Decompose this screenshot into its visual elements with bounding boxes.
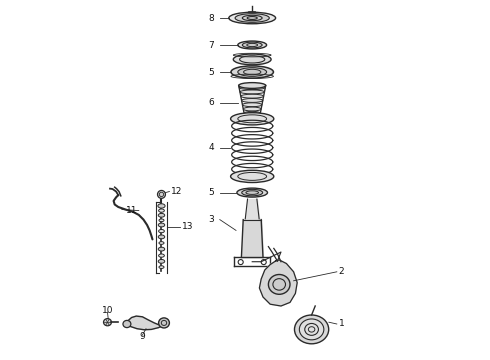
Ellipse shape bbox=[159, 318, 170, 328]
Text: 5: 5 bbox=[209, 188, 215, 197]
Ellipse shape bbox=[241, 94, 264, 98]
Text: 5: 5 bbox=[209, 68, 215, 77]
Ellipse shape bbox=[231, 66, 273, 78]
Text: 7: 7 bbox=[209, 41, 215, 50]
Ellipse shape bbox=[237, 188, 268, 197]
Ellipse shape bbox=[242, 189, 263, 196]
Ellipse shape bbox=[158, 204, 165, 208]
Ellipse shape bbox=[157, 190, 166, 198]
Ellipse shape bbox=[294, 315, 329, 344]
Ellipse shape bbox=[158, 247, 165, 251]
Ellipse shape bbox=[159, 254, 164, 257]
Ellipse shape bbox=[243, 107, 261, 111]
Ellipse shape bbox=[239, 86, 265, 90]
Ellipse shape bbox=[299, 319, 324, 340]
Ellipse shape bbox=[242, 42, 262, 48]
Text: 9: 9 bbox=[140, 332, 145, 341]
Ellipse shape bbox=[103, 319, 111, 326]
Ellipse shape bbox=[269, 275, 290, 294]
Ellipse shape bbox=[240, 90, 265, 94]
Text: 6: 6 bbox=[209, 98, 215, 107]
Ellipse shape bbox=[159, 266, 164, 269]
Polygon shape bbox=[259, 260, 297, 306]
Text: 10: 10 bbox=[102, 306, 113, 315]
Text: 11: 11 bbox=[125, 206, 137, 215]
Text: 3: 3 bbox=[209, 215, 215, 224]
Text: 2: 2 bbox=[339, 267, 344, 276]
Ellipse shape bbox=[243, 103, 262, 107]
Ellipse shape bbox=[233, 54, 271, 65]
Text: 4: 4 bbox=[209, 143, 215, 152]
Ellipse shape bbox=[158, 235, 165, 239]
Ellipse shape bbox=[245, 116, 260, 120]
Ellipse shape bbox=[159, 209, 164, 212]
Ellipse shape bbox=[123, 320, 131, 328]
Ellipse shape bbox=[231, 113, 274, 125]
Ellipse shape bbox=[158, 223, 165, 227]
Text: 1: 1 bbox=[339, 320, 344, 328]
Ellipse shape bbox=[239, 83, 266, 89]
Ellipse shape bbox=[238, 68, 267, 76]
Text: 8: 8 bbox=[209, 14, 215, 23]
Ellipse shape bbox=[158, 260, 165, 263]
Ellipse shape bbox=[242, 99, 263, 102]
Ellipse shape bbox=[159, 219, 164, 222]
Polygon shape bbox=[126, 316, 166, 330]
Ellipse shape bbox=[159, 230, 164, 233]
Ellipse shape bbox=[159, 242, 164, 244]
Ellipse shape bbox=[235, 14, 270, 22]
Ellipse shape bbox=[229, 12, 275, 24]
Text: 12: 12 bbox=[171, 187, 183, 196]
Ellipse shape bbox=[244, 111, 260, 115]
Text: 13: 13 bbox=[182, 222, 194, 231]
Ellipse shape bbox=[158, 213, 165, 217]
Ellipse shape bbox=[238, 41, 267, 49]
Ellipse shape bbox=[231, 170, 274, 183]
